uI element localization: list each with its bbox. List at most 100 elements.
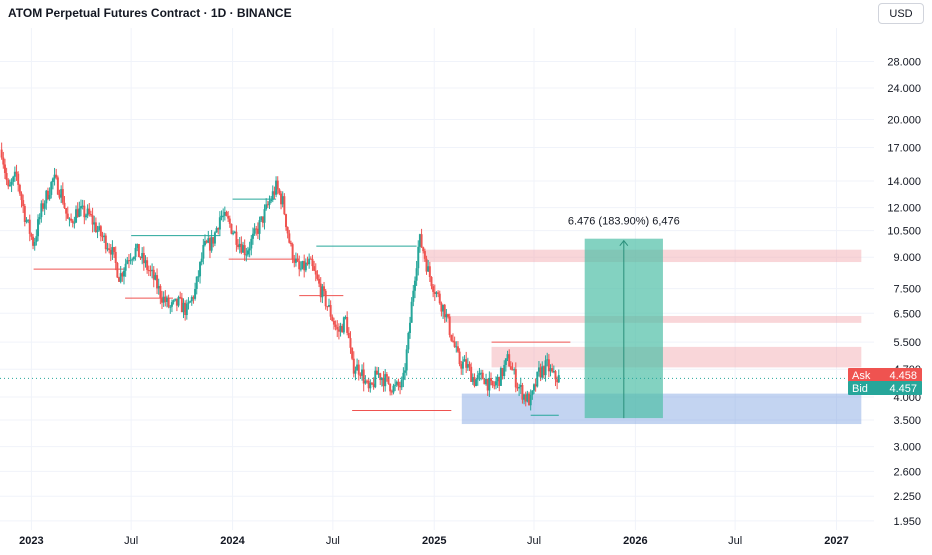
candle-body bbox=[139, 257, 142, 259]
candle-body bbox=[323, 286, 326, 291]
candle-body bbox=[88, 208, 91, 215]
candle-body bbox=[104, 235, 107, 250]
candle-body bbox=[370, 382, 373, 384]
price-tick-label: 24.000 bbox=[887, 83, 921, 95]
candle-body bbox=[418, 234, 421, 247]
candle-body bbox=[316, 274, 319, 279]
candle-body bbox=[276, 180, 279, 190]
candle-body bbox=[18, 184, 21, 194]
candle-body bbox=[108, 248, 111, 250]
candle-body bbox=[361, 369, 364, 376]
candle-body bbox=[420, 234, 423, 248]
time-tick-label: 2024 bbox=[220, 535, 245, 547]
candle-body bbox=[281, 196, 284, 205]
price-tick-label: 9.000 bbox=[893, 252, 921, 264]
candle-body bbox=[471, 377, 474, 382]
candle-body bbox=[35, 236, 38, 243]
candle-body bbox=[113, 247, 116, 253]
candle-body bbox=[91, 215, 94, 225]
candle-body bbox=[334, 324, 337, 327]
candle-body bbox=[37, 219, 40, 237]
candle-body bbox=[129, 260, 132, 262]
candle-body bbox=[298, 261, 301, 270]
candle-body bbox=[180, 297, 183, 313]
candle-body bbox=[524, 394, 527, 402]
time-tick-label: Jul bbox=[124, 535, 138, 547]
candle-body bbox=[23, 206, 26, 222]
candle-body bbox=[362, 369, 365, 384]
candle-body bbox=[205, 240, 208, 243]
candle-body bbox=[498, 376, 501, 386]
candle-body bbox=[121, 273, 124, 277]
candle-body bbox=[119, 273, 122, 282]
candle-body bbox=[395, 381, 398, 385]
candle-body bbox=[518, 386, 521, 389]
candle-body bbox=[450, 334, 453, 341]
candle-body bbox=[255, 228, 258, 230]
candle-body bbox=[38, 217, 41, 220]
candle-body bbox=[126, 260, 129, 264]
candle-body bbox=[556, 379, 559, 383]
candle-body bbox=[504, 358, 507, 365]
candle-body bbox=[318, 278, 321, 284]
candle-body bbox=[448, 316, 451, 335]
candle-body bbox=[486, 378, 489, 391]
time-tick-label: 2023 bbox=[19, 535, 43, 547]
time-tick-label: 2027 bbox=[824, 535, 848, 547]
candle-body bbox=[552, 371, 555, 373]
candle-body bbox=[109, 249, 112, 255]
candle-body bbox=[475, 379, 478, 387]
chart-title: ATOM Perpetual Futures Contract · 1D · B… bbox=[8, 6, 292, 20]
price-tick-label: 5.500 bbox=[893, 337, 921, 349]
time-tick-label: Jul bbox=[527, 535, 541, 547]
time-tick-label: Jul bbox=[326, 535, 340, 547]
bid-tag-bg bbox=[848, 381, 922, 395]
price-tick-label: 14.000 bbox=[887, 176, 921, 188]
candle-body bbox=[394, 384, 397, 386]
candle-body bbox=[539, 367, 542, 378]
candle-body bbox=[50, 182, 53, 195]
candle-body bbox=[476, 375, 479, 380]
candle-body bbox=[380, 378, 383, 381]
price-tick-label: 20.000 bbox=[887, 115, 921, 127]
candle-body bbox=[134, 247, 137, 257]
candle-body bbox=[146, 260, 149, 270]
candle-body bbox=[557, 375, 560, 383]
candle-body bbox=[184, 302, 187, 316]
candle-body bbox=[536, 371, 539, 387]
resistance-zone bbox=[491, 346, 862, 368]
candle-body bbox=[288, 233, 291, 243]
candle-body bbox=[456, 346, 459, 352]
candle-body bbox=[526, 393, 529, 402]
currency-selector[interactable]: USD bbox=[878, 3, 924, 24]
candle-body bbox=[195, 276, 198, 289]
candle-body bbox=[118, 277, 121, 282]
candle-body bbox=[480, 372, 483, 374]
candle-body bbox=[493, 385, 496, 387]
candle-body bbox=[390, 391, 393, 393]
candle-body bbox=[263, 209, 266, 223]
candle-body bbox=[53, 174, 56, 179]
candle-body bbox=[531, 390, 534, 396]
candle-body bbox=[230, 223, 233, 234]
candle-body bbox=[367, 380, 370, 389]
candle-body bbox=[80, 206, 83, 209]
candle-body bbox=[433, 291, 436, 294]
candle-body bbox=[33, 242, 36, 246]
candle-body bbox=[242, 245, 245, 253]
price-tick-label: 12.000 bbox=[887, 203, 921, 215]
candle-body bbox=[12, 176, 15, 182]
candle-body bbox=[415, 268, 418, 281]
candle-body bbox=[523, 394, 526, 400]
candle-body bbox=[404, 370, 407, 373]
candle-body bbox=[43, 203, 46, 209]
bid-tag-label: Bid bbox=[852, 383, 868, 395]
bid-tag-value: 4.457 bbox=[889, 383, 917, 395]
candle-body bbox=[268, 201, 271, 205]
candle-body bbox=[341, 325, 344, 333]
candle-body bbox=[304, 262, 307, 271]
candle-body bbox=[86, 208, 89, 216]
candle-body bbox=[296, 258, 299, 262]
